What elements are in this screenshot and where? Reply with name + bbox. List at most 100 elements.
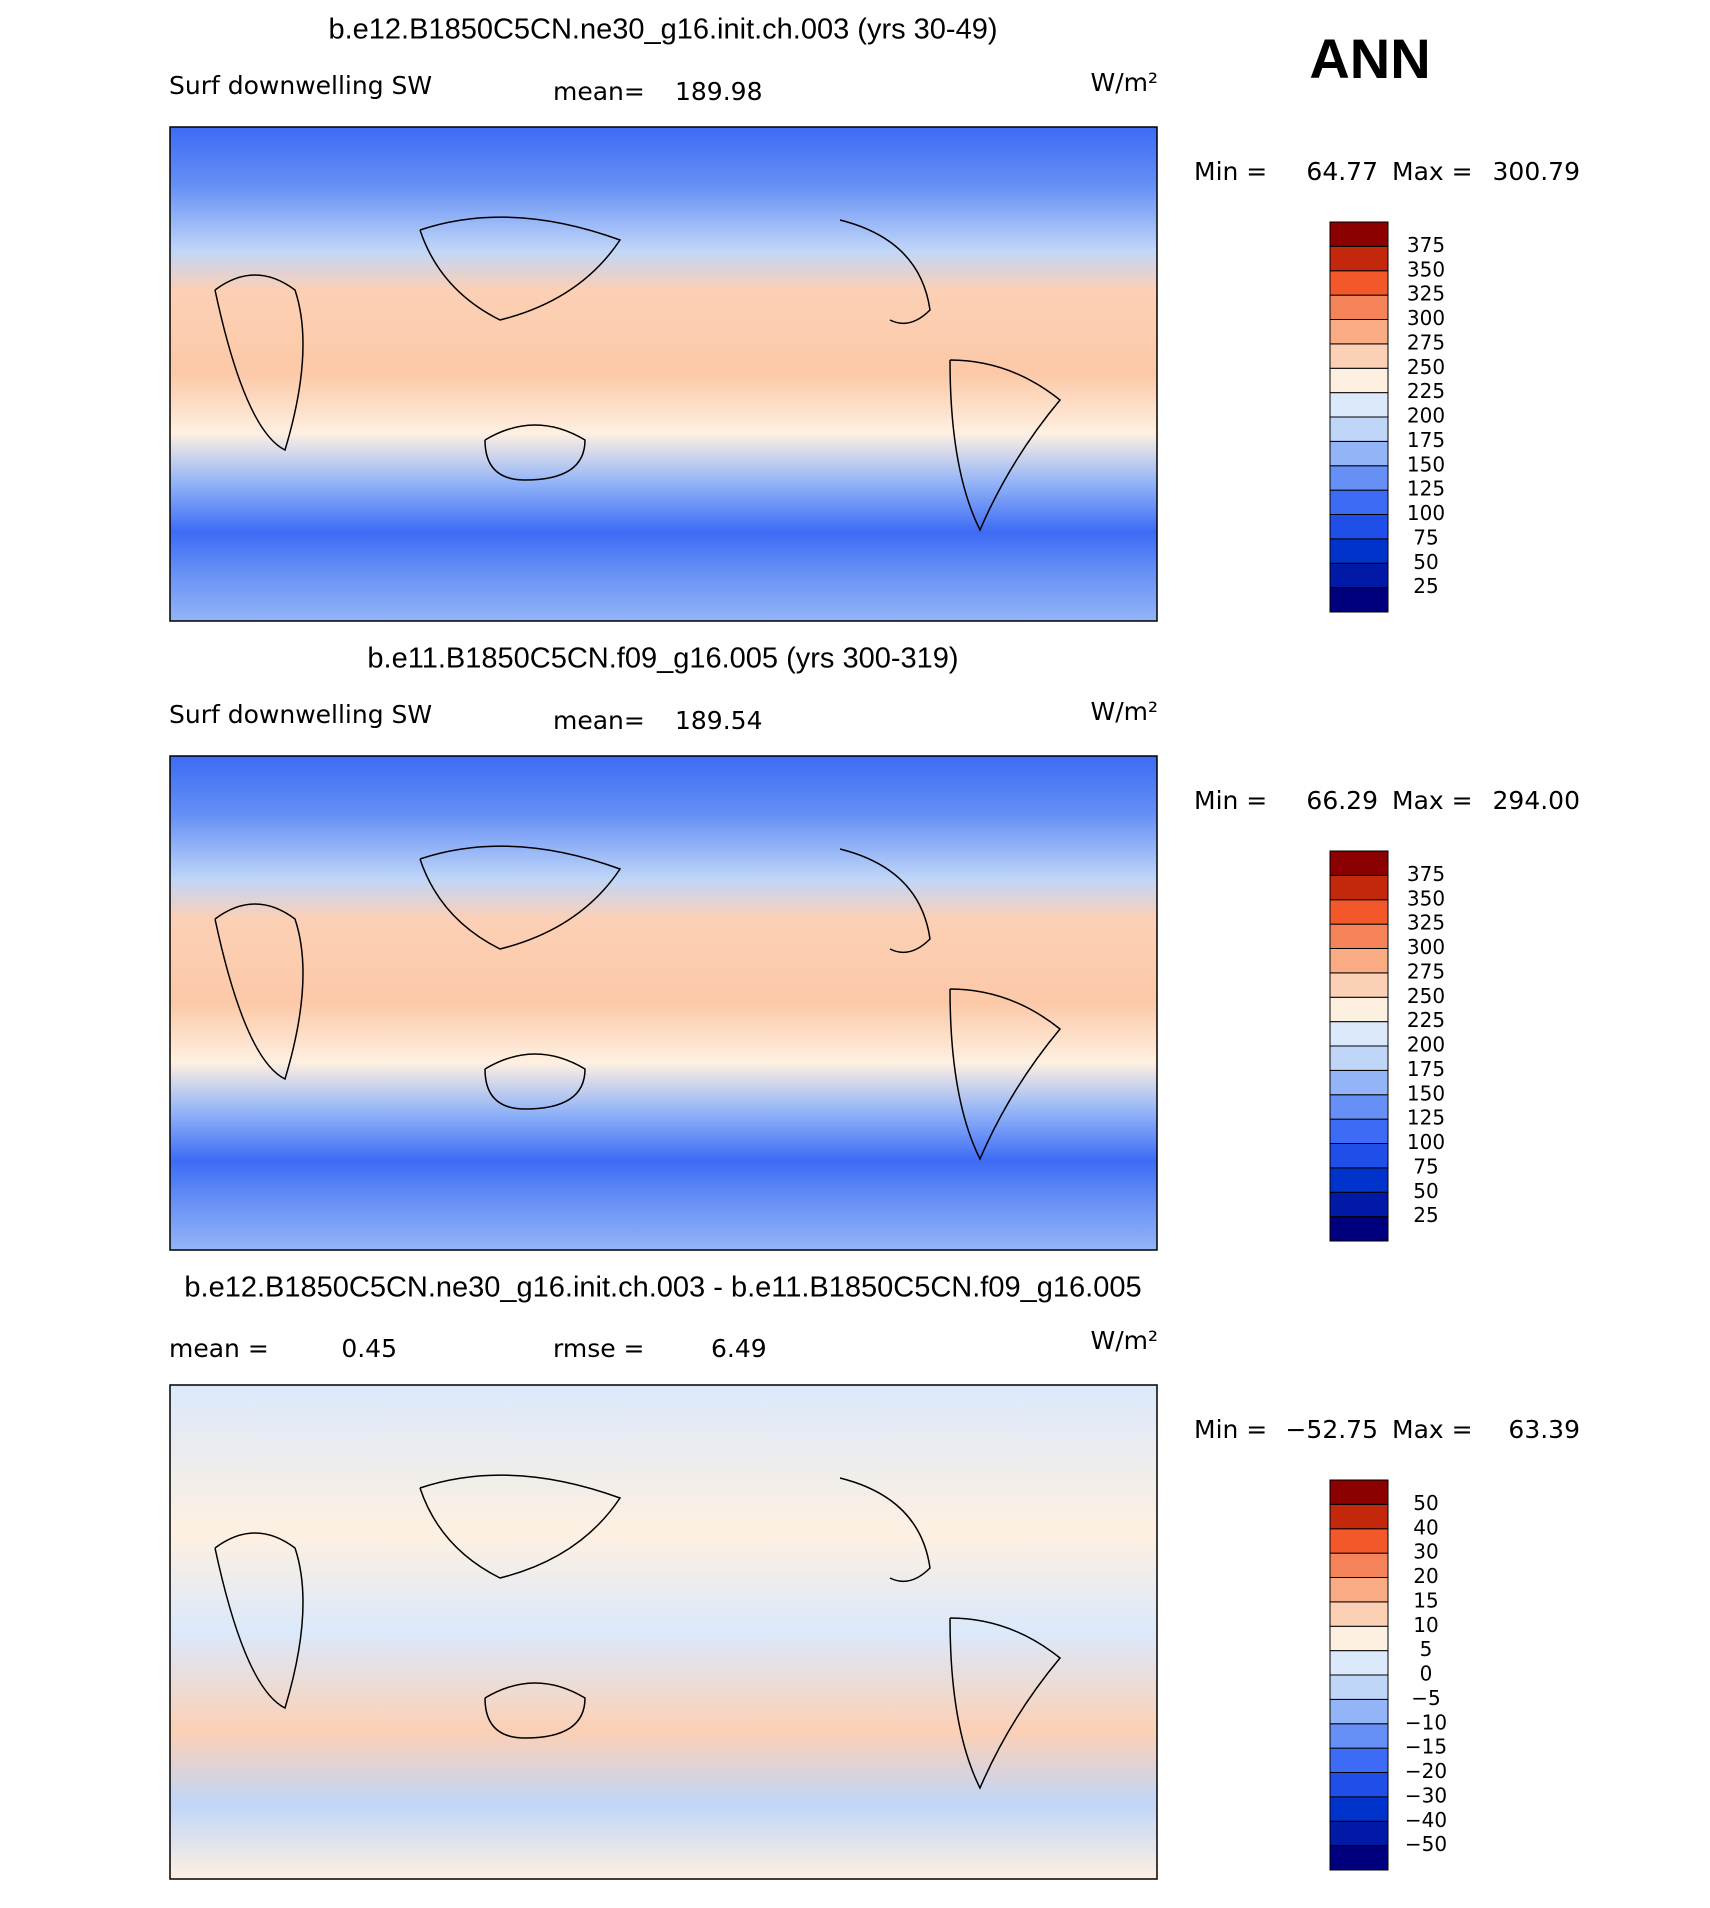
mean-value: 189.98: [675, 77, 762, 106]
min-value: −52.75: [1285, 1415, 1378, 1444]
colorbar-label: 300: [1407, 306, 1445, 330]
colorbar-box: [1329, 392, 1389, 418]
colorbar-box: [1329, 319, 1389, 345]
panel-title: b.e11.B1850C5CN.f09_g16.005 (yrs 300-319…: [367, 643, 958, 675]
coastline: [214, 845, 1062, 1161]
colorbar-box: [1329, 294, 1389, 320]
colorbar-label: 375: [1407, 233, 1445, 257]
colorbar-box: [1329, 465, 1389, 491]
colorbar-box: [1329, 850, 1389, 876]
colorbar-label: −20: [1405, 1759, 1447, 1783]
colorbar-label: 325: [1407, 911, 1445, 935]
colorbar-box: [1329, 1045, 1389, 1071]
min-label: Min =: [1194, 786, 1267, 815]
variable-name: Surf downwelling SW: [169, 700, 432, 729]
colorbar-label: 225: [1407, 1008, 1445, 1032]
mean-value: 189.54: [675, 706, 762, 735]
map-field: [169, 755, 1158, 1251]
colorbar-box: [1329, 1191, 1389, 1218]
coastline: [214, 216, 1062, 532]
colorbar-box: [1329, 1845, 1389, 1871]
colorbar-label: 175: [1407, 428, 1445, 452]
colorbar-box: [1329, 343, 1389, 369]
colorbar-label: 125: [1407, 1106, 1445, 1130]
colorbar-box: [1329, 1650, 1389, 1676]
colorbar-label: −30: [1405, 1783, 1447, 1807]
colorbar-label: 275: [1407, 959, 1445, 983]
panel-title: b.e12.B1850C5CN.ne30_g16.init.ch.003 (yr…: [328, 14, 997, 46]
colorbar-box: [1329, 245, 1389, 272]
colorbar-box: [1329, 367, 1389, 394]
mean-label: mean=: [553, 706, 645, 735]
colorbar-label: −5: [1411, 1686, 1440, 1710]
colorbar-box: [1329, 514, 1389, 540]
rmse-value: 6.49: [711, 1334, 767, 1363]
colorbar-label: 300: [1407, 935, 1445, 959]
colorbar-box: [1329, 1772, 1389, 1798]
colorbar-label: 375: [1407, 862, 1445, 886]
colorbar-box: [1329, 874, 1389, 901]
colorbar-box: [1329, 1698, 1389, 1725]
mean-value: 0.45: [341, 1334, 397, 1363]
mean-label: mean=: [553, 77, 645, 106]
colorbar-label: 150: [1407, 452, 1445, 476]
colorbar-box: [1329, 1503, 1389, 1530]
panel-title: b.e12.B1850C5CN.ne30_g16.init.ch.003 - b…: [184, 1272, 1141, 1304]
colorbar-box: [1329, 416, 1389, 442]
colorbar-box: [1329, 1094, 1389, 1120]
colorbar-box: [1329, 587, 1389, 613]
variable-name: Surf downwelling SW: [169, 71, 432, 100]
max-value: 300.79: [1493, 157, 1580, 186]
colorbar-box: [1329, 1216, 1389, 1242]
colorbar-label: 200: [1407, 404, 1445, 428]
colorbar-label: 15: [1413, 1588, 1438, 1612]
max-label: Max =: [1392, 157, 1473, 186]
colorbar-label: 100: [1407, 501, 1445, 525]
colorbar-box: [1329, 562, 1389, 589]
colorbar-label: 10: [1413, 1613, 1438, 1637]
colorbar-box: [1329, 440, 1389, 467]
map-field: [169, 126, 1158, 622]
colorbar-box: [1329, 1167, 1389, 1193]
colorbar-label: 225: [1407, 379, 1445, 403]
colorbar-label: 75: [1413, 525, 1438, 549]
colorbar-box: [1329, 1674, 1389, 1700]
colorbar-box: [1329, 899, 1389, 925]
colorbar-box: [1329, 1479, 1389, 1505]
colorbar-label: 25: [1413, 574, 1438, 598]
colorbar-box: [1329, 1021, 1389, 1047]
colorbar-label: 150: [1407, 1081, 1445, 1105]
colorbar-box: [1329, 972, 1389, 998]
colorbar-label: −40: [1405, 1808, 1447, 1832]
colorbar-box: [1329, 1528, 1389, 1554]
colorbar-box: [1329, 1723, 1389, 1749]
colorbar-label: 25: [1413, 1203, 1438, 1227]
mean-label: mean =: [169, 1334, 269, 1363]
colorbar-label: −15: [1405, 1735, 1447, 1759]
max-label: Max =: [1392, 786, 1473, 815]
colorbar-label: 250: [1407, 984, 1445, 1008]
colorbar-box: [1329, 996, 1389, 1023]
colorbar-label: −50: [1405, 1832, 1447, 1856]
colorbar-label: 50: [1413, 1179, 1438, 1203]
colorbar-box: [1329, 1577, 1389, 1603]
map-field: [169, 1384, 1158, 1880]
colorbar-box: [1329, 1552, 1389, 1578]
colorbar-box: [1329, 1601, 1389, 1627]
colorbar-box: [1329, 1625, 1389, 1652]
colorbar-label: 350: [1407, 257, 1445, 281]
colorbar-label: 250: [1407, 355, 1445, 379]
season-label: ANN: [1309, 27, 1430, 90]
colorbar-label: 5: [1420, 1637, 1433, 1661]
colorbar-label: 275: [1407, 330, 1445, 354]
min-label: Min =: [1194, 1415, 1267, 1444]
units: W/m²: [1090, 68, 1158, 97]
coastline: [214, 1474, 1062, 1790]
colorbar-label: 20: [1413, 1564, 1438, 1588]
min-value: 66.29: [1306, 786, 1378, 815]
colorbar-box: [1329, 948, 1389, 974]
colorbar-label: 350: [1407, 886, 1445, 910]
colorbar-box: [1329, 1143, 1389, 1169]
colorbar-box: [1329, 489, 1389, 515]
